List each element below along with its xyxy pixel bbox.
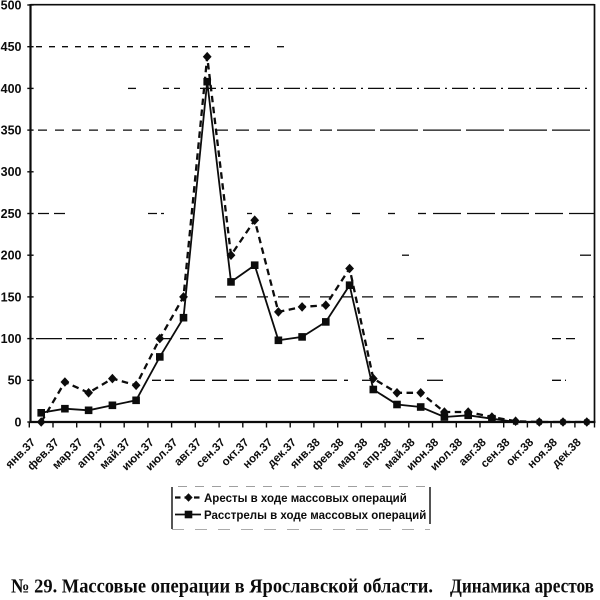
svg-text:350: 350 [1,124,22,138]
svg-text:400: 400 [1,82,22,96]
svg-text:150: 150 [1,290,22,304]
svg-text:100: 100 [1,332,22,346]
svg-text:№ 29. Массовые операции в Ярос: № 29. Массовые операции в Ярославской об… [11,576,433,598]
svg-text:250: 250 [1,207,22,221]
svg-text:500: 500 [1,0,22,12]
svg-text:50: 50 [8,374,22,388]
svg-text:Динамика арестов: Динамика арестов [450,576,594,598]
svg-text:450: 450 [1,40,22,54]
svg-text:Аресты в ходе массовых операци: Аресты в ходе массовых операций [204,493,407,505]
svg-text:0: 0 [15,415,22,429]
svg-text:200: 200 [1,249,22,263]
svg-text:300: 300 [1,165,22,179]
svg-text:Расстрелы в ходе массовых опер: Расстрелы в ходе массовых операций [204,510,426,522]
